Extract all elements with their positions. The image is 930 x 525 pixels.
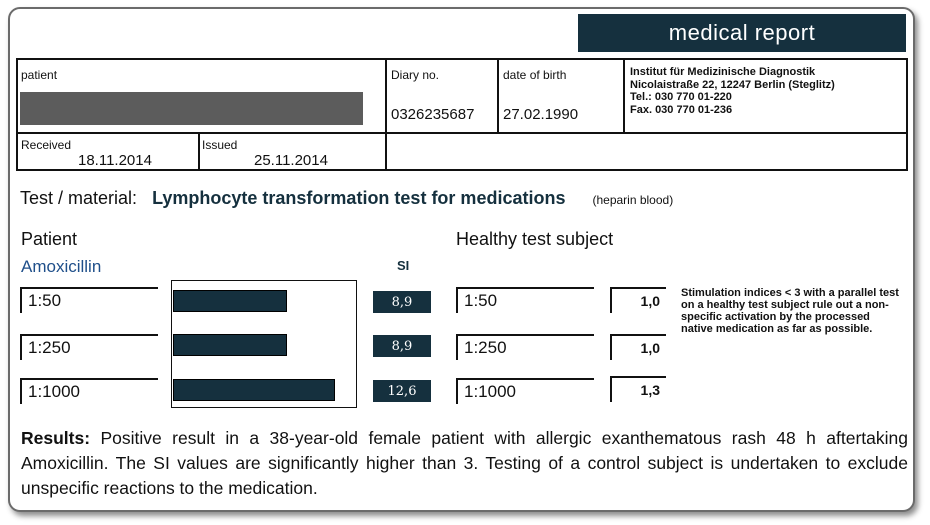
- received-value: 18.11.2014: [78, 152, 152, 169]
- si-bar-chart: [171, 280, 357, 408]
- institute-fax: Fax. 030 770 01-236: [630, 103, 733, 116]
- dob-label: date of birth: [503, 68, 567, 82]
- test-material-line: Test / material: Lymphocyte transformati…: [20, 188, 673, 209]
- control-si-value: 1,0: [610, 334, 666, 360]
- header-divider: [497, 60, 499, 132]
- results-label: Results:: [21, 428, 91, 448]
- control-dilution-label: 1:1000: [456, 378, 594, 404]
- results-paragraph: Results: Positive result in a 38-year-ol…: [21, 426, 908, 501]
- si-value: 8,9: [373, 291, 431, 313]
- si-bar: [173, 379, 335, 401]
- si-column-label: SI: [397, 258, 410, 273]
- test-material: (heparin blood): [592, 193, 674, 207]
- institute-street: Nicolaistraße 22, 12247 Berlin (Steglitz…: [630, 78, 835, 91]
- test-name: Lymphocyte transformation test for medic…: [152, 188, 566, 208]
- si-value: 12,6: [373, 380, 431, 402]
- patient-dilution-label: 1:1000: [20, 378, 158, 404]
- patient-label: patient: [21, 68, 58, 82]
- control-dilution-label: 1:250: [456, 334, 594, 360]
- patient-name-redacted: [20, 92, 363, 125]
- patient-dilution-label: 1:50: [20, 287, 158, 313]
- report-title-banner: medical report: [578, 14, 906, 52]
- header-divider: [198, 132, 200, 169]
- si-bar: [173, 290, 287, 312]
- institute-address: Institut für Medizinische Diagnostik Nic…: [630, 66, 835, 116]
- diary-value: 0326235687: [391, 106, 475, 123]
- received-label: Received: [21, 138, 72, 152]
- header-table: patient Diary no. 0326235687 date of bir…: [16, 58, 908, 171]
- header-divider: [623, 60, 625, 132]
- drug-name: Amoxicillin: [21, 257, 102, 276]
- healthy-subject-heading: Healthy test subject: [456, 229, 614, 249]
- patient-heading: Patient: [21, 229, 78, 249]
- si-value: 8,9: [373, 335, 431, 357]
- diary-label: Diary no.: [391, 68, 440, 82]
- control-dilution-label: 1:50: [456, 287, 594, 313]
- test-prefix: Test / material:: [20, 188, 138, 208]
- institute-name: Institut für Medizinische Diagnostik: [630, 66, 816, 78]
- institute-phone: Tel.: 030 770 01-220: [630, 91, 732, 103]
- patient-dilution-label: 1:250: [20, 334, 158, 360]
- si-bar: [173, 334, 287, 356]
- interpretation-note: Stimulation indices < 3 with a parallel …: [681, 287, 899, 335]
- header-divider: [18, 132, 906, 134]
- issued-label: Issued: [202, 138, 238, 152]
- report-card: [8, 7, 915, 512]
- results-text: Positive result in a 38-year-old female …: [21, 428, 908, 498]
- report-title: medical report: [668, 20, 816, 45]
- control-si-value: 1,3: [610, 376, 666, 402]
- control-si-value: 1,0: [610, 287, 666, 313]
- header-divider: [385, 60, 387, 169]
- dob-value: 27.02.1990: [503, 106, 579, 123]
- issued-value: 25.11.2014: [254, 152, 328, 169]
